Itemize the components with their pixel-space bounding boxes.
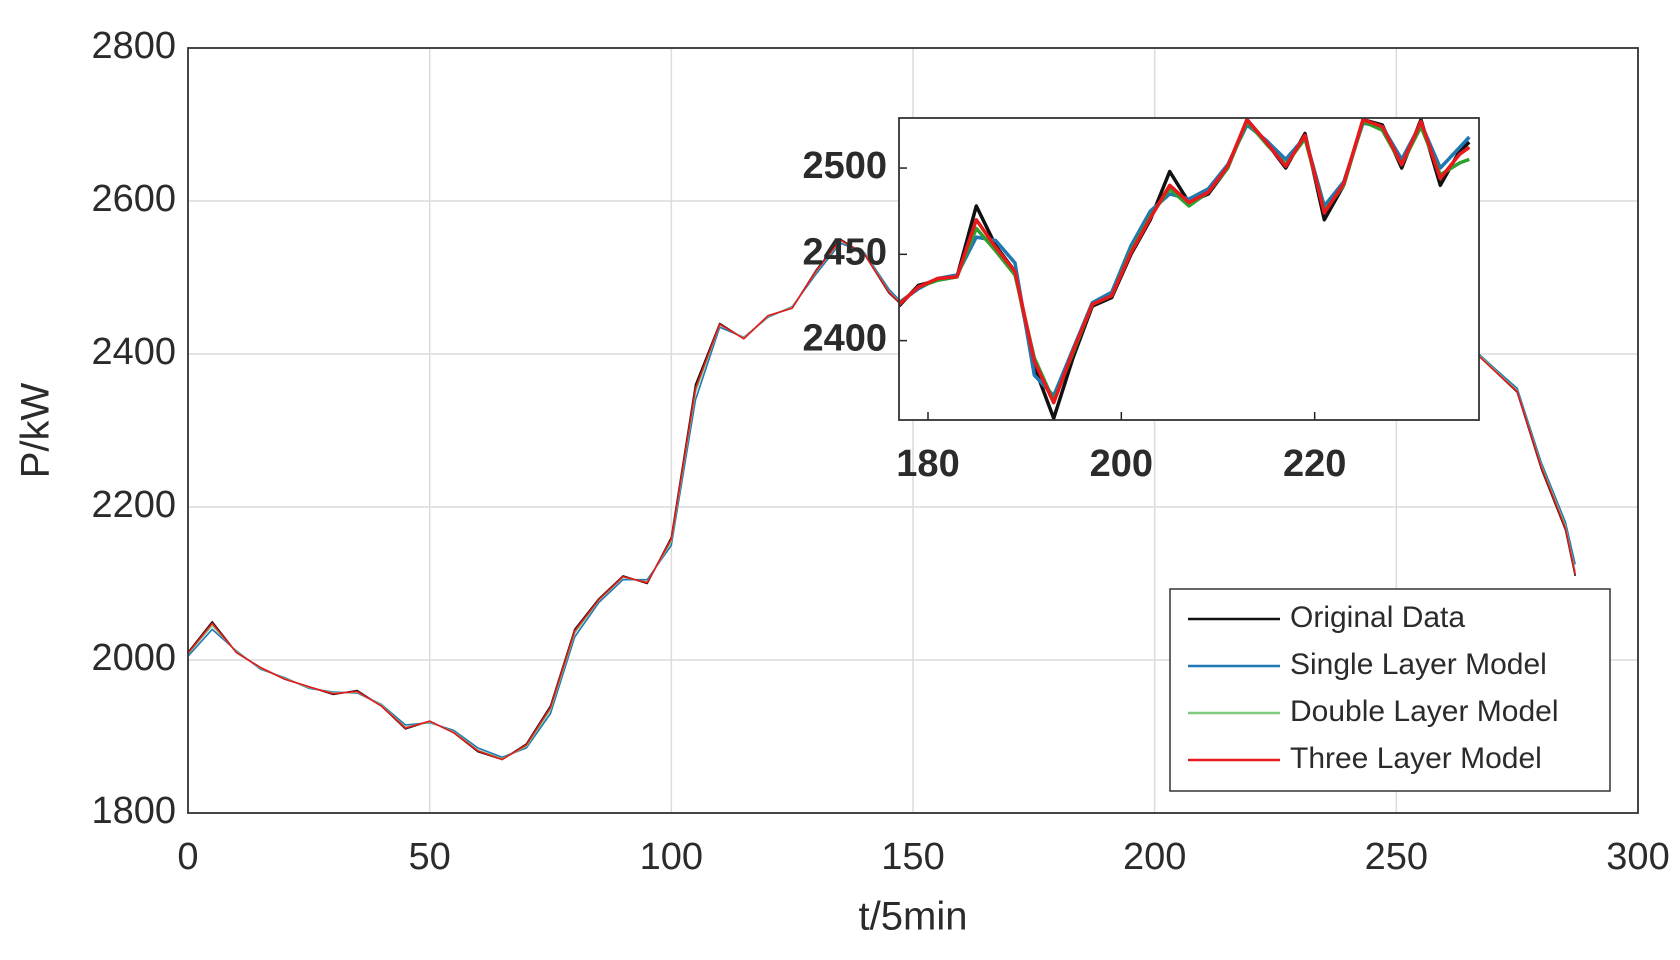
legend-label: Single Layer Model xyxy=(1290,648,1547,681)
x-tick-label: 0 xyxy=(177,836,198,878)
x-axis-label: t/5min xyxy=(859,895,968,939)
y-tick-label: 2400 xyxy=(802,318,887,360)
legend-label: Original Data xyxy=(1290,601,1465,634)
x-tick-label: 250 xyxy=(1365,836,1428,878)
y-tick-label: 2200 xyxy=(91,484,176,526)
legend-box xyxy=(1169,588,1611,792)
x-tick-label: 300 xyxy=(1606,836,1669,878)
y-tick-label: 2450 xyxy=(802,231,887,273)
x-tick-label: 180 xyxy=(896,443,959,485)
plot-frame xyxy=(898,117,1480,421)
legend: Original Data Single Layer Model Double La… xyxy=(1169,588,1611,792)
x-tick-label: 200 xyxy=(1090,443,1153,485)
x-tick-label: 50 xyxy=(409,836,451,878)
y-axis-label: P/kW xyxy=(14,382,58,478)
legend-label: Three Layer Model xyxy=(1290,742,1542,775)
series-line xyxy=(899,118,1471,405)
plot-frame xyxy=(187,47,1639,814)
y-tick-label: 2400 xyxy=(91,331,176,373)
x-tick-label: 200 xyxy=(1123,836,1186,878)
y-tick-label: 2000 xyxy=(91,637,176,679)
series-group xyxy=(899,118,1471,420)
y-tick-label: 2500 xyxy=(802,145,887,187)
x-tick-label: 220 xyxy=(1283,443,1346,485)
x-tick-label: 150 xyxy=(881,836,944,878)
x-tick-label: 100 xyxy=(640,836,703,878)
plot-area xyxy=(899,118,1479,420)
legend-label: Double Layer Model xyxy=(1290,695,1559,728)
y-tick-label: 1800 xyxy=(91,790,176,832)
plot-1: 2400 2450 2500 180 200 220 xyxy=(802,117,1480,485)
y-tick-label: 2800 xyxy=(91,25,176,67)
y-tick-label: 2600 xyxy=(91,178,176,220)
